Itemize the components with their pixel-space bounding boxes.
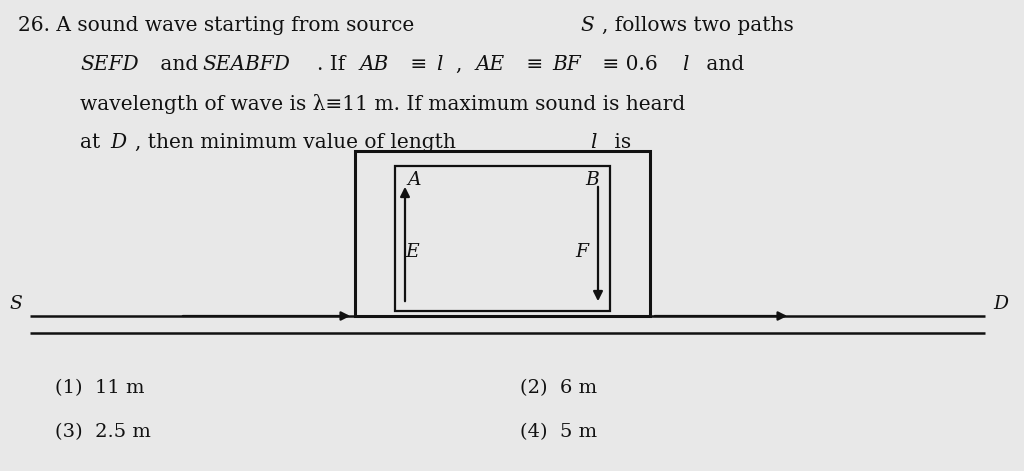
Bar <box>355 151 650 316</box>
Text: (4)  5 m: (4) 5 m <box>520 423 597 441</box>
Text: S: S <box>9 295 22 313</box>
Text: ≡ 0.6: ≡ 0.6 <box>596 55 665 74</box>
Text: 26. A sound wave starting from source: 26. A sound wave starting from source <box>18 16 421 35</box>
Text: AE: AE <box>476 55 505 74</box>
Text: , then minimum value of length: , then minimum value of length <box>135 133 462 152</box>
Text: BF: BF <box>552 55 581 74</box>
Text: F: F <box>575 243 588 261</box>
Text: D: D <box>110 133 126 152</box>
Text: (1)  11 m: (1) 11 m <box>55 379 144 397</box>
Text: AB: AB <box>360 55 389 74</box>
Text: (3)  2.5 m: (3) 2.5 m <box>55 423 151 441</box>
Text: wavelength of wave is λ≡11 m. If maximum sound is heard: wavelength of wave is λ≡11 m. If maximum… <box>80 94 685 114</box>
Text: S: S <box>580 16 594 35</box>
Text: A: A <box>407 171 421 189</box>
Bar <box>395 166 610 311</box>
Text: and: and <box>154 55 205 74</box>
Text: (2)  6 m: (2) 6 m <box>520 379 597 397</box>
Text: ≡: ≡ <box>404 55 433 74</box>
Text: SEFD: SEFD <box>80 55 138 74</box>
Text: is: is <box>608 133 631 152</box>
Text: l: l <box>436 55 442 74</box>
Text: l: l <box>682 55 688 74</box>
Text: B: B <box>585 171 599 189</box>
Text: E: E <box>406 243 419 261</box>
Text: at: at <box>80 133 106 152</box>
Text: and: and <box>700 55 744 74</box>
Text: ≡: ≡ <box>520 55 550 74</box>
Text: ,: , <box>456 55 469 74</box>
Text: D: D <box>993 295 1008 313</box>
Text: SEABFD: SEABFD <box>202 55 290 74</box>
Text: , follows two paths: , follows two paths <box>602 16 794 35</box>
Text: . If: . If <box>317 55 351 74</box>
Text: l: l <box>590 133 596 152</box>
